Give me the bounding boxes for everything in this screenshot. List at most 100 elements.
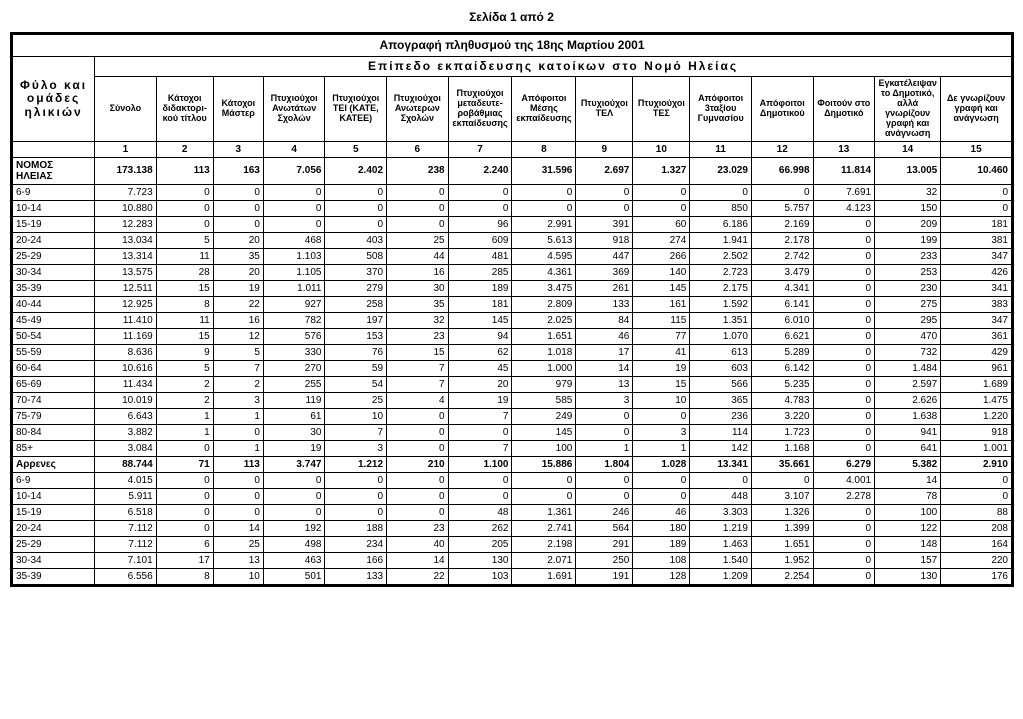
row-label: Αρρενες bbox=[13, 456, 95, 472]
col-number-3: 4 bbox=[263, 141, 325, 157]
cell: 7 bbox=[387, 360, 449, 376]
cell: 0 bbox=[387, 488, 449, 504]
cell: 46 bbox=[576, 328, 633, 344]
cell: 0 bbox=[213, 184, 263, 200]
cell: 0 bbox=[576, 472, 633, 488]
cell: 266 bbox=[633, 248, 690, 264]
col-header-10: Απόφοιτοι 3ταξίου Γυμνασίου bbox=[690, 77, 752, 141]
cell: 1.100 bbox=[448, 456, 512, 472]
cell: 508 bbox=[325, 248, 387, 264]
cell: 0 bbox=[813, 504, 875, 520]
table-row: 25-297.112625498234402052.1982911891.463… bbox=[13, 536, 1012, 552]
col-header-13: Εγκατέλειψαν το Δημοτικό, αλλά γνωρίζουν… bbox=[875, 77, 941, 141]
cell: 0 bbox=[263, 472, 325, 488]
cell: 20 bbox=[448, 376, 512, 392]
cell: 0 bbox=[941, 472, 1012, 488]
cell: 0 bbox=[813, 216, 875, 232]
cell: 13.034 bbox=[95, 232, 157, 248]
cell: 205 bbox=[448, 536, 512, 552]
cell: 2 bbox=[156, 392, 213, 408]
cell: 115 bbox=[633, 312, 690, 328]
table-row: 20-2413.034520468403256095.6139182741.94… bbox=[13, 232, 1012, 248]
cell: 0 bbox=[813, 552, 875, 568]
cell: 250 bbox=[576, 552, 633, 568]
cell: 0 bbox=[813, 392, 875, 408]
table-row: 20-247.112014192188232622.7415641801.219… bbox=[13, 520, 1012, 536]
cell: 100 bbox=[875, 504, 941, 520]
cell: 3.220 bbox=[751, 408, 813, 424]
cell: 0 bbox=[941, 200, 1012, 216]
table-row: 15-196.51800000481.361246463.3031.326010… bbox=[13, 504, 1012, 520]
cell: 23 bbox=[387, 328, 449, 344]
cell: 1 bbox=[633, 440, 690, 456]
col-number-6: 7 bbox=[448, 141, 512, 157]
cell: 31.596 bbox=[512, 157, 576, 184]
cell: 13 bbox=[213, 552, 263, 568]
cell: 285 bbox=[448, 264, 512, 280]
col-number-8: 9 bbox=[576, 141, 633, 157]
cell: 370 bbox=[325, 264, 387, 280]
cell: 1.327 bbox=[633, 157, 690, 184]
cell: 12.511 bbox=[95, 280, 157, 296]
cell: 5 bbox=[156, 360, 213, 376]
cell: 0 bbox=[633, 184, 690, 200]
cell: 0 bbox=[813, 536, 875, 552]
cell: 0 bbox=[156, 504, 213, 520]
cell: 6.518 bbox=[95, 504, 157, 520]
cell: 365 bbox=[690, 392, 752, 408]
table-row: 10-1410.8800000000008505.7574.1231500 bbox=[13, 200, 1012, 216]
cell: 4.361 bbox=[512, 264, 576, 280]
cell: 1.001 bbox=[941, 440, 1012, 456]
cell: 249 bbox=[512, 408, 576, 424]
cell: 11.814 bbox=[813, 157, 875, 184]
cell: 181 bbox=[448, 296, 512, 312]
cell: 23 bbox=[387, 520, 449, 536]
cell: 927 bbox=[263, 296, 325, 312]
cell: 2.240 bbox=[448, 157, 512, 184]
row-label: 20-24 bbox=[13, 232, 95, 248]
row-label: 70-74 bbox=[13, 392, 95, 408]
cell: 114 bbox=[690, 424, 752, 440]
table-row: 6-97.723000000000007.691320 bbox=[13, 184, 1012, 200]
cell: 11.410 bbox=[95, 312, 157, 328]
cell: 197 bbox=[325, 312, 387, 328]
row-label: 20-24 bbox=[13, 520, 95, 536]
cell: 0 bbox=[156, 472, 213, 488]
cell: 1.351 bbox=[690, 312, 752, 328]
cell: 2.198 bbox=[512, 536, 576, 552]
cell: 275 bbox=[875, 296, 941, 312]
cell: 0 bbox=[813, 296, 875, 312]
cell: 468 bbox=[263, 232, 325, 248]
cell: 0 bbox=[633, 472, 690, 488]
col-number-12: 13 bbox=[813, 141, 875, 157]
cell: 262 bbox=[448, 520, 512, 536]
cell: 45 bbox=[448, 360, 512, 376]
cell: 0 bbox=[263, 200, 325, 216]
cell: 163 bbox=[213, 157, 263, 184]
cell: 0 bbox=[387, 440, 449, 456]
cell: 15.886 bbox=[512, 456, 576, 472]
cell: 0 bbox=[156, 488, 213, 504]
cell: 189 bbox=[633, 536, 690, 552]
table-outer: Απογραφή πληθυσμού της 18ης Μαρτίου 2001… bbox=[10, 32, 1014, 587]
cell: 1.105 bbox=[263, 264, 325, 280]
cell: 145 bbox=[448, 312, 512, 328]
cell: 5.911 bbox=[95, 488, 157, 504]
cell: 113 bbox=[213, 456, 263, 472]
cell: 4.341 bbox=[751, 280, 813, 296]
cell: 7.056 bbox=[263, 157, 325, 184]
cell: 6.556 bbox=[95, 568, 157, 584]
cell: 0 bbox=[576, 408, 633, 424]
cell: 0 bbox=[813, 360, 875, 376]
table-row: 35-3912.51115191.011279301893.4752611452… bbox=[13, 280, 1012, 296]
cell: 391 bbox=[576, 216, 633, 232]
cell: 3 bbox=[633, 424, 690, 440]
cell: 0 bbox=[213, 488, 263, 504]
cell: 3 bbox=[213, 392, 263, 408]
cell: 613 bbox=[690, 344, 752, 360]
cell: 0 bbox=[576, 424, 633, 440]
cell: 11.169 bbox=[95, 328, 157, 344]
row-label: 55-59 bbox=[13, 344, 95, 360]
cell: 3.479 bbox=[751, 264, 813, 280]
cell: 23.029 bbox=[690, 157, 752, 184]
